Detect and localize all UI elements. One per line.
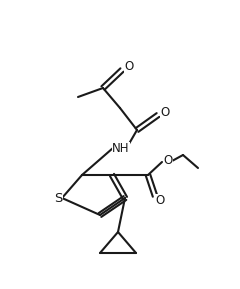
Text: S: S — [54, 192, 62, 205]
Text: O: O — [160, 105, 170, 118]
Text: O: O — [124, 60, 134, 73]
Text: O: O — [163, 155, 173, 168]
Text: NH: NH — [112, 142, 130, 155]
Text: O: O — [155, 194, 165, 208]
